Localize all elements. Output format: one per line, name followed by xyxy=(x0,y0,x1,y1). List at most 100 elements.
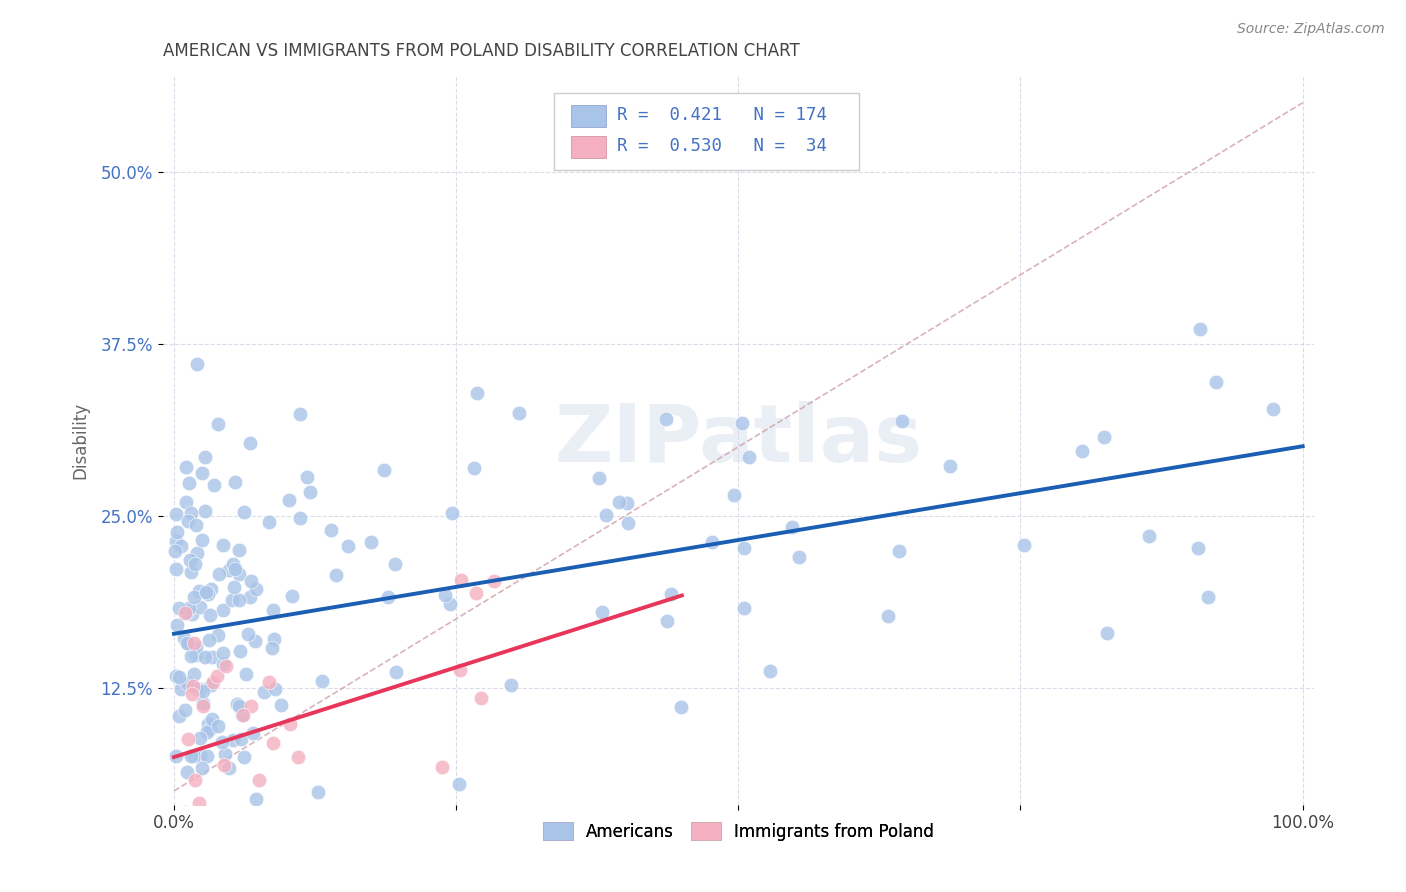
Point xyxy=(167,708,190,723)
Point xyxy=(789,550,811,565)
Point xyxy=(449,663,471,677)
Point xyxy=(1095,626,1118,640)
Point xyxy=(197,587,219,601)
Point xyxy=(169,670,191,684)
Point xyxy=(373,462,395,476)
Point xyxy=(198,632,221,647)
Point xyxy=(239,436,262,450)
Point xyxy=(307,785,329,799)
Point xyxy=(183,748,205,763)
Point xyxy=(170,539,193,553)
Point xyxy=(1012,538,1035,552)
Point xyxy=(202,674,225,689)
Point xyxy=(723,488,745,502)
Point xyxy=(173,805,195,819)
Y-axis label: Disability: Disability xyxy=(72,401,89,478)
Point xyxy=(194,649,217,664)
Point xyxy=(200,678,222,692)
Point xyxy=(173,631,195,645)
Point xyxy=(228,567,250,582)
Point xyxy=(430,759,453,773)
Text: AMERICAN VS IMMIGRANTS FROM POLAND DISABILITY CORRELATION CHART: AMERICAN VS IMMIGRANTS FROM POLAND DISAB… xyxy=(163,42,800,60)
Point xyxy=(231,707,253,722)
Point xyxy=(1205,376,1227,390)
Point xyxy=(166,618,188,632)
Point xyxy=(464,586,486,600)
Point xyxy=(191,696,214,710)
Point xyxy=(176,636,198,650)
Point xyxy=(508,406,530,420)
Point xyxy=(176,676,198,690)
Point xyxy=(191,761,214,775)
Point xyxy=(263,632,285,647)
Point xyxy=(232,708,254,723)
Point xyxy=(240,698,263,713)
Point xyxy=(181,679,204,693)
Point xyxy=(484,574,506,588)
Point xyxy=(186,357,208,371)
Point xyxy=(449,777,471,791)
Point xyxy=(501,678,523,692)
Point xyxy=(228,592,250,607)
Point xyxy=(257,675,280,690)
Point xyxy=(235,667,257,681)
Point xyxy=(465,386,488,401)
Point xyxy=(321,523,343,537)
Legend: Americans, Immigrants from Poland: Americans, Immigrants from Poland xyxy=(536,815,941,847)
Point xyxy=(165,562,187,576)
Point xyxy=(177,636,200,650)
Point xyxy=(190,599,212,614)
Point xyxy=(733,600,755,615)
Point xyxy=(311,674,333,689)
Point xyxy=(277,493,299,508)
Point xyxy=(1261,401,1284,416)
Point xyxy=(207,417,229,431)
FancyBboxPatch shape xyxy=(554,94,859,170)
Point xyxy=(170,812,193,826)
Point xyxy=(245,582,267,597)
Point xyxy=(263,682,285,697)
Point xyxy=(617,516,640,530)
Point xyxy=(253,685,276,699)
Point xyxy=(188,681,211,696)
Point xyxy=(891,414,914,428)
Point xyxy=(183,772,205,787)
Point xyxy=(184,810,207,824)
Point xyxy=(180,749,202,764)
Point xyxy=(165,748,187,763)
Point xyxy=(262,736,284,750)
Point xyxy=(191,684,214,698)
Point xyxy=(222,557,245,571)
Point xyxy=(180,648,202,663)
Point xyxy=(170,812,193,826)
Point xyxy=(700,535,723,549)
Point xyxy=(188,748,211,763)
Point xyxy=(939,458,962,473)
Point xyxy=(176,605,198,619)
Point xyxy=(470,690,492,705)
Point xyxy=(207,628,229,642)
Point xyxy=(325,568,347,582)
Point xyxy=(262,641,284,656)
Point xyxy=(212,657,235,672)
Point xyxy=(205,669,228,683)
Point xyxy=(197,717,219,731)
Point xyxy=(377,591,399,605)
Point xyxy=(450,573,472,587)
Point xyxy=(165,669,187,683)
Point xyxy=(195,584,218,599)
Point xyxy=(228,644,250,658)
Point xyxy=(738,450,761,464)
Point xyxy=(229,732,252,747)
Point xyxy=(731,416,754,430)
Point xyxy=(181,687,204,701)
Point xyxy=(201,712,224,726)
Point xyxy=(463,461,485,475)
Point xyxy=(212,757,235,772)
Point xyxy=(214,747,236,761)
Point xyxy=(239,590,262,604)
Point xyxy=(195,724,218,739)
Point xyxy=(591,605,613,619)
Point xyxy=(200,722,222,736)
Point xyxy=(180,607,202,621)
